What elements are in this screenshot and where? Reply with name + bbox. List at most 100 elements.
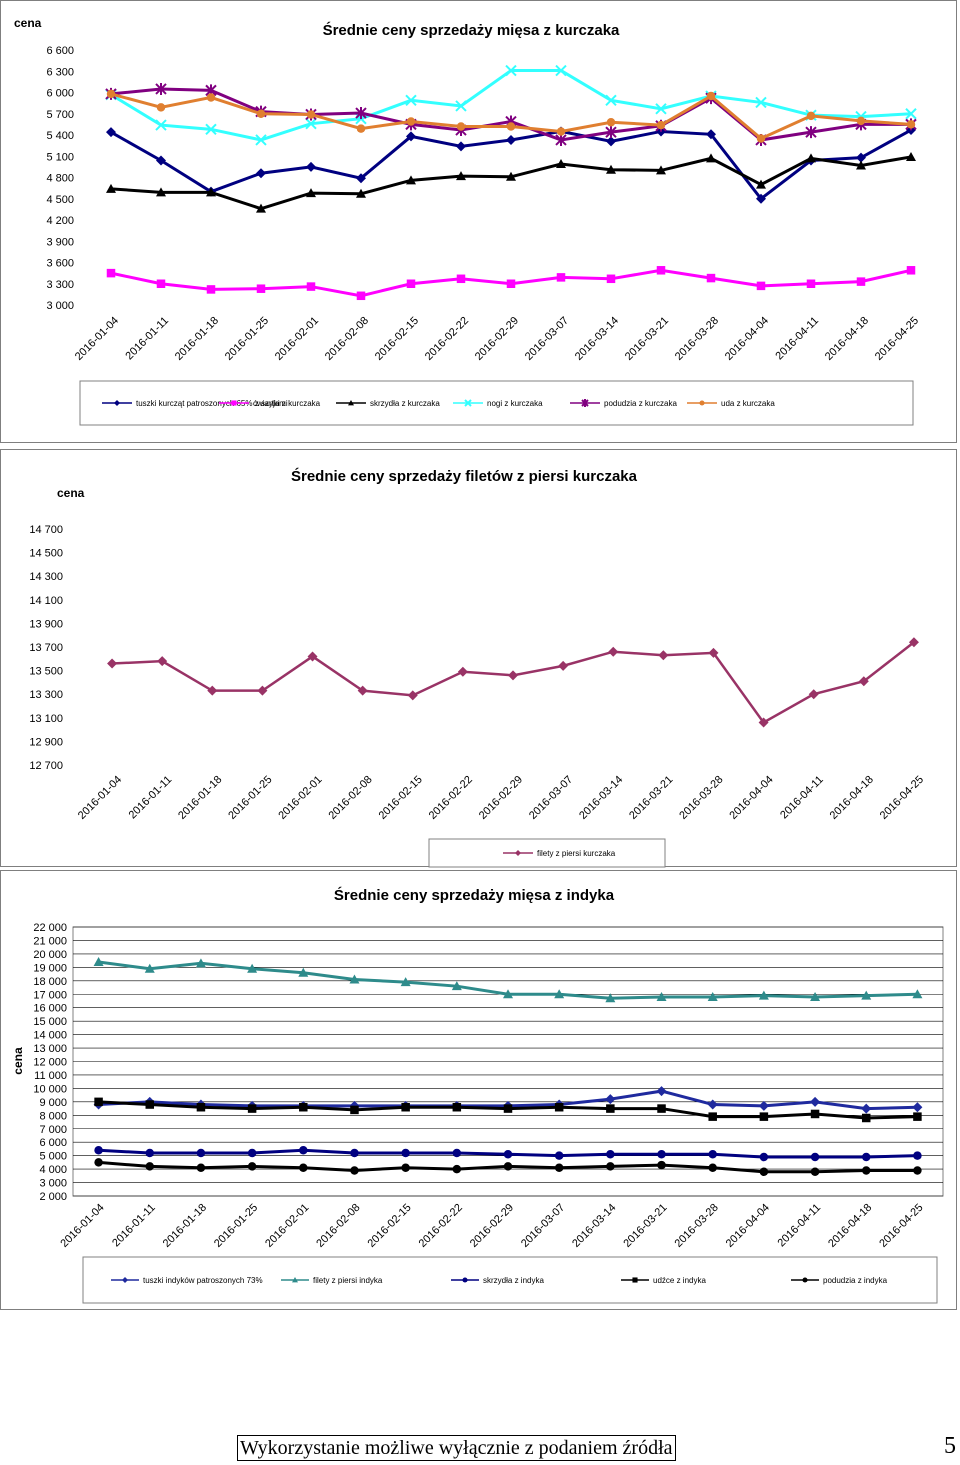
legend-label: skrzydła z indyka xyxy=(483,1276,544,1285)
data-point xyxy=(156,155,166,166)
data-point xyxy=(456,141,466,152)
chart-chicken: Średnie ceny sprzedaży mięsa z kurczaka c… xyxy=(14,16,921,426)
data-point xyxy=(206,285,216,294)
data-point xyxy=(912,1102,923,1113)
y-tick-label: 3 300 xyxy=(46,279,74,291)
x-tick-label: 2016-02-29 xyxy=(473,315,521,363)
data-point xyxy=(913,1151,922,1160)
y-tick-label: 17 000 xyxy=(33,989,67,1001)
data-point xyxy=(401,1102,410,1112)
data-point xyxy=(93,956,104,966)
data-point xyxy=(206,93,216,102)
data-point xyxy=(406,131,416,142)
data-point xyxy=(657,1150,666,1159)
x-tick-label: 2016-03-28 xyxy=(677,774,725,822)
x-tick-label: 2016-01-18 xyxy=(173,315,221,363)
y-tick-label: 13 000 xyxy=(33,1043,67,1055)
data-point xyxy=(913,1166,922,1175)
data-point xyxy=(555,64,567,77)
data-point xyxy=(707,991,718,1001)
x-tick-label: 2016-02-29 xyxy=(468,1202,516,1250)
data-point xyxy=(856,160,866,170)
y-tick-label: 4 200 xyxy=(46,215,74,227)
legend-swatch-marker xyxy=(231,400,237,406)
data-point xyxy=(810,1096,821,1107)
legend-label: nogi z kurczaka xyxy=(487,399,543,408)
chart-panel-chicken: Średnie ceny sprzedaży mięsa z kurczaka c… xyxy=(0,0,957,443)
data-point xyxy=(861,1166,871,1175)
data-point xyxy=(806,279,816,288)
x-tick-label: 2016-01-25 xyxy=(226,774,274,822)
legend-swatch-marker xyxy=(699,400,705,406)
data-point xyxy=(606,1104,615,1113)
data-point xyxy=(861,990,872,1000)
y-tick-label: 22 000 xyxy=(33,922,67,934)
legend-label: ćwiartki z kurczaka xyxy=(253,399,321,408)
x-tick-label: 2016-02-22 xyxy=(427,774,475,822)
y-tick-label: 5 100 xyxy=(46,151,74,163)
data-point xyxy=(247,1148,257,1158)
data-point xyxy=(606,136,616,147)
series-0 xyxy=(107,637,919,728)
data-point xyxy=(759,1112,769,1121)
data-point xyxy=(861,1113,871,1123)
data-point xyxy=(305,117,317,130)
series-3 xyxy=(94,1097,922,1123)
x-tick-label: 2016-02-22 xyxy=(417,1202,465,1250)
x-tick-label: 2016-03-07 xyxy=(527,774,575,822)
legend-box xyxy=(79,380,914,426)
x-tick-label: 2016-01-04 xyxy=(76,774,124,822)
data-point xyxy=(706,153,716,163)
series-3 xyxy=(105,64,917,146)
y-tick-label: 4 000 xyxy=(39,1164,67,1176)
data-point xyxy=(810,1109,820,1119)
legend-swatch-marker xyxy=(292,1277,298,1283)
legend-box xyxy=(428,838,666,868)
y-tick-label: 5 400 xyxy=(46,130,74,142)
y-tick-label: 7 000 xyxy=(39,1124,67,1136)
x-tick-label: 2016-01-18 xyxy=(161,1202,209,1250)
x-tick-label: 2016-02-15 xyxy=(373,315,421,363)
data-point xyxy=(407,690,418,701)
y-tick-label: 13 900 xyxy=(29,618,63,630)
series-2 xyxy=(106,151,916,213)
y-tick-label: 12 700 xyxy=(29,760,63,772)
data-point xyxy=(306,282,316,291)
y-tick-label: 21 000 xyxy=(33,935,67,947)
x-tick-label: 2016-02-08 xyxy=(314,1202,362,1250)
x-tick-label: 2016-02-01 xyxy=(276,774,324,822)
data-point xyxy=(451,981,462,991)
data-point xyxy=(247,963,258,973)
data-point xyxy=(107,658,118,669)
data-point xyxy=(94,1158,103,1167)
x-tick-label: 2016-02-01 xyxy=(273,315,321,363)
data-point xyxy=(503,1104,513,1113)
data-point xyxy=(106,268,116,278)
data-point xyxy=(906,151,916,161)
data-point xyxy=(256,203,266,213)
data-point xyxy=(145,1100,155,1109)
data-point xyxy=(606,118,616,127)
y-tick-label: 10 000 xyxy=(33,1083,67,1095)
y-tick-label: 3 000 xyxy=(39,1178,67,1190)
y-tick-label: 14 300 xyxy=(29,571,63,583)
data-point xyxy=(406,117,416,126)
data-point xyxy=(805,126,817,139)
legend-swatch-marker xyxy=(462,1277,468,1283)
y-axis-label: cena xyxy=(11,1047,25,1075)
data-point xyxy=(400,977,411,987)
chart-title: Średnie ceny sprzedaży filetów z piersi … xyxy=(291,467,638,485)
x-tick-label: 2016-04-04 xyxy=(724,1202,772,1250)
x-tick-label: 2016-04-18 xyxy=(823,315,871,363)
data-point xyxy=(196,1163,206,1173)
data-point xyxy=(606,274,616,284)
x-tick-label: 2016-04-04 xyxy=(727,774,775,822)
data-point xyxy=(656,1086,667,1097)
data-point xyxy=(205,123,217,136)
legend-label: skrzydła z kurczaka xyxy=(370,399,440,408)
data-point xyxy=(756,134,766,143)
legend-label: udźce z indyka xyxy=(653,1276,706,1285)
data-point xyxy=(606,164,616,174)
y-axis-label: cena xyxy=(57,486,85,500)
series-line xyxy=(112,641,915,725)
